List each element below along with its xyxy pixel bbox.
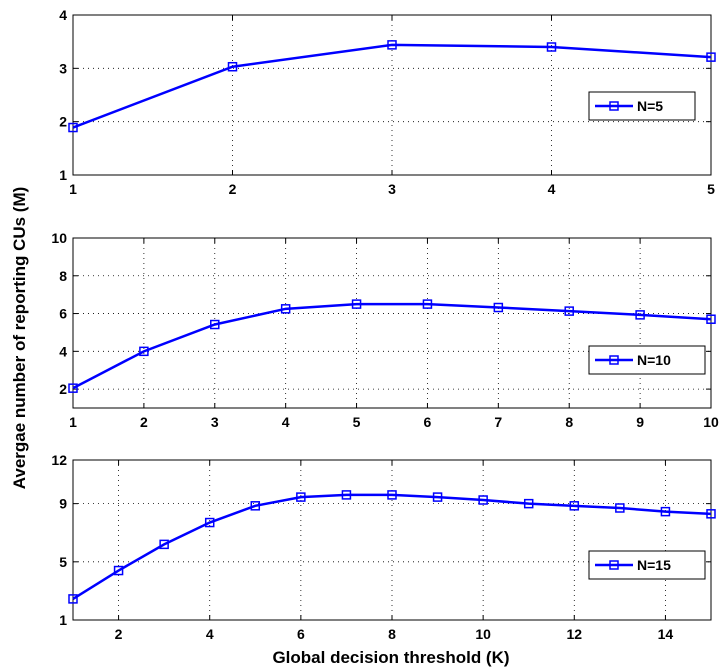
x-tick-label: 8 <box>565 414 573 430</box>
data-point <box>113 565 124 576</box>
data-point <box>432 492 443 502</box>
data-point <box>546 42 557 52</box>
y-tick-label: 3 <box>59 60 67 76</box>
data-point <box>478 495 488 505</box>
x-axis-title: Global decision threshold (K) <box>272 648 509 667</box>
series-line <box>72 302 712 390</box>
series-line <box>72 43 712 129</box>
x-tick-label: 8 <box>388 626 396 642</box>
y-tick-label: 4 <box>59 7 67 23</box>
legend-label: N=5 <box>637 98 663 114</box>
data-point <box>493 302 504 313</box>
x-tick-label: 6 <box>424 414 432 430</box>
y-tick-label: 12 <box>51 452 67 468</box>
y-tick-label: 8 <box>59 268 67 284</box>
data-point <box>615 503 625 513</box>
x-tick-label: 4 <box>206 626 214 642</box>
data-point <box>387 490 397 500</box>
data-point <box>341 490 352 500</box>
data-point <box>139 346 149 357</box>
data-point <box>422 299 433 309</box>
data-point <box>706 509 716 519</box>
x-tick-label: 2 <box>229 181 237 197</box>
y-tick-label: 2 <box>59 114 67 130</box>
y-axis-title: Avergae number of reporting CUs (M) <box>10 187 29 490</box>
x-tick-label: 2 <box>115 626 123 642</box>
x-tick-label: 4 <box>282 414 290 430</box>
x-tick-label: 14 <box>658 626 674 642</box>
y-tick-label: 2 <box>59 381 67 397</box>
x-tick-label: 3 <box>211 414 219 430</box>
data-point <box>68 594 78 604</box>
data-point <box>68 383 78 393</box>
y-tick-label: 5 <box>59 554 67 570</box>
y-tick-label: 6 <box>59 306 67 322</box>
x-tick-label: 7 <box>494 414 502 430</box>
x-tick-label: 1 <box>69 181 77 197</box>
x-tick-label: 10 <box>475 626 491 642</box>
data-point <box>660 506 671 517</box>
y-tick-label: 4 <box>59 343 67 359</box>
legend-label: N=15 <box>637 557 671 573</box>
data-point <box>204 517 215 528</box>
panel-n10: 1 2 3 4 5 6 7 8 9 10 2 4 6 8 10 N=10 <box>51 230 719 430</box>
panel-n5: 1 2 3 4 5 1 2 3 4 N=5 <box>59 7 716 197</box>
legend-marker <box>609 560 619 570</box>
data-point <box>387 40 397 50</box>
data-point <box>296 492 306 502</box>
data-point <box>635 310 645 320</box>
x-tick-label: 6 <box>297 626 305 642</box>
data-point <box>250 501 261 511</box>
legend-marker <box>609 101 619 111</box>
y-tick-label: 10 <box>51 230 67 246</box>
data-point <box>706 314 716 324</box>
legend-marker <box>609 355 619 365</box>
x-tick-label: 12 <box>566 626 582 642</box>
data-point <box>159 539 169 550</box>
data-point <box>280 304 291 314</box>
series-line <box>72 493 712 600</box>
y-tick-label: 1 <box>59 612 67 628</box>
data-point <box>351 299 362 309</box>
data-point <box>210 319 220 330</box>
legend-label: N=10 <box>637 352 671 368</box>
y-tick-label: 1 <box>59 167 67 183</box>
panel-n15: 2 4 6 8 10 12 14 1 5 9 12 N=15 <box>51 452 716 642</box>
x-tick-label: 5 <box>353 414 361 430</box>
x-tick-label: 1 <box>69 414 77 430</box>
x-tick-label: 3 <box>388 181 396 197</box>
plot-frame <box>72 237 712 409</box>
data-point <box>523 498 534 509</box>
data-point <box>68 122 78 133</box>
x-tick-label: 10 <box>703 414 719 430</box>
x-tick-label: 9 <box>636 414 644 430</box>
data-point <box>564 306 574 316</box>
x-tick-label: 4 <box>548 181 556 197</box>
x-tick-label: 2 <box>140 414 148 430</box>
data-point <box>569 501 580 511</box>
data-point <box>706 52 716 62</box>
y-tick-label: 9 <box>59 496 67 512</box>
x-tick-label: 5 <box>707 181 715 197</box>
data-point <box>227 61 238 72</box>
